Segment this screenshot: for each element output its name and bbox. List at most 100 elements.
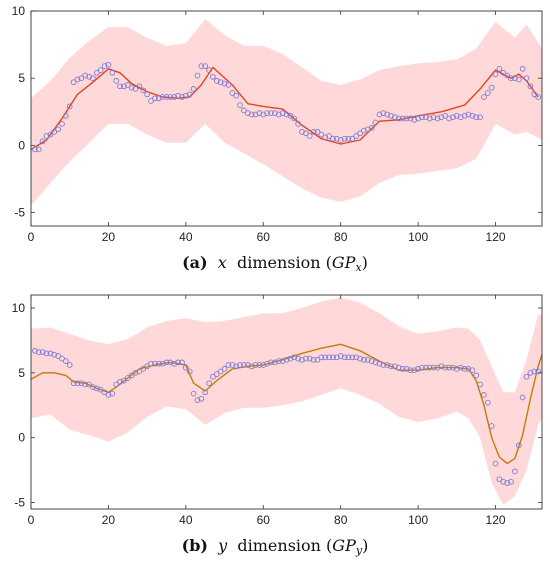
chart-a-axes-frame (30, 10, 543, 227)
chart-a-observation-point (395, 115, 402, 122)
chart-a-observation-point (519, 65, 526, 72)
chart-b-observation-point (109, 390, 116, 397)
chart-a-observation-point (109, 69, 116, 76)
chart-b-observation-point (481, 392, 487, 398)
chart-b-x-tick-label: 120 (486, 513, 506, 527)
chart-a-observation-point (272, 110, 278, 116)
chart-b-observation-point (198, 395, 205, 402)
chart-b-observation-point (306, 355, 313, 362)
chart-b-y-tick-label: 0 (18, 431, 25, 445)
chart-b-observation-point (299, 356, 305, 363)
chart-a-observation-point (210, 73, 216, 80)
chart-a-observation-point (155, 95, 162, 102)
chart-a-observation-point (241, 107, 247, 114)
chart-a-observation-point (101, 63, 108, 69)
chart-b-observation-point (93, 385, 100, 392)
chart-a-observation-point (97, 67, 104, 73)
chart-b-observation-point (167, 359, 174, 366)
chart-b-observation-point (194, 397, 201, 403)
chart-a-observation-point (55, 126, 61, 133)
chart-b-observation-point (35, 349, 42, 355)
chart-b-y-tick-label: 10 (12, 301, 26, 315)
chart-a-observation-point (221, 80, 228, 87)
chart-b-observation-point (113, 381, 120, 388)
chart-b-observation-point (368, 358, 375, 364)
chart-a-y-tick-label: 10 (12, 4, 26, 18)
chart-b-observation-point (202, 389, 209, 396)
chart-b-mean-line (31, 343, 542, 465)
chart-b-observation-point (82, 381, 89, 388)
caption-a-sub: x (355, 261, 362, 274)
chart-b-observation-point (484, 399, 491, 406)
chart-a-observation-point (128, 84, 135, 91)
chart-a-observation-point (399, 115, 406, 122)
chart-a-observation-point (407, 115, 414, 122)
chart-b-observation-point (419, 364, 425, 371)
chart-a-observation-point (310, 129, 317, 135)
chart-b-observation-point (43, 350, 50, 357)
chart-b-observation-point (508, 478, 514, 485)
chart-b-observation-point (62, 358, 69, 364)
chart-b-observation-point (512, 468, 518, 475)
chart-a-observation-point (179, 94, 185, 100)
chart-b-observation-point (291, 354, 298, 361)
chart-a-observation-point (190, 86, 197, 92)
chart-a-observation-point (326, 133, 332, 139)
chart-b-observation-point (124, 375, 131, 381)
chart-b-x-tick-label: 20 (102, 513, 116, 527)
chart-a-observation-point (51, 129, 58, 135)
chart-b-observation-point (182, 364, 189, 371)
chart-b-observation-point (318, 354, 325, 361)
chart-b-plot-area (31, 297, 542, 506)
chart-a-observation-point (442, 112, 449, 119)
chart-b-observation-point (39, 349, 46, 355)
chart-a-observation-point (59, 121, 65, 127)
chart-a-observation-point (260, 111, 267, 118)
chart-b-observation-point (213, 371, 220, 377)
chart-a-observation-point (461, 112, 468, 119)
chart-b-x-tick-label: 0 (28, 513, 35, 527)
chart-b-observation-point (86, 381, 92, 388)
chart-b-observation-point (175, 359, 181, 366)
chart-a-observation-point (492, 71, 499, 78)
chart-b-observation-point (450, 364, 456, 371)
chart-a-observation-point (345, 135, 352, 142)
chart-a-x-tick-label: 40 (179, 230, 193, 244)
chart-b-observation-point (241, 362, 247, 368)
chart-a-observation-point (70, 79, 77, 86)
chart-a-observation-point (66, 103, 73, 110)
chart-b-observation-point (244, 362, 251, 368)
chart-a-observation-point (364, 126, 371, 133)
chart-a-observation-point (508, 75, 514, 82)
chart-a-observation-point (117, 83, 123, 90)
caption-b-var: y (218, 536, 228, 555)
chart-a-observation-point (504, 72, 511, 79)
chart-b-x-tick-label: 40 (179, 513, 193, 527)
chart-b-observation-point (117, 379, 123, 385)
chart-b-observation-point (364, 356, 371, 363)
chart-b-observation-point (283, 356, 290, 363)
chart-a-observation-point (186, 91, 193, 98)
chart-a-observation-point (163, 94, 170, 100)
caption-a-word: dimension (236, 253, 321, 272)
chart-a-observation-point (124, 82, 131, 88)
chart-a-x-tick-label: 100 (408, 230, 428, 244)
chart-b-observation-point (523, 373, 530, 380)
chart-a-y-tick-label: 5 (18, 71, 25, 85)
chart-b-observation-point (407, 367, 414, 374)
chart-b-observation-point (426, 364, 433, 371)
chart-a-observation-point (82, 72, 89, 79)
chart-a-observation-point (167, 94, 174, 100)
chart-a-observation-point (159, 94, 166, 100)
chart-b-observation-point (221, 366, 228, 372)
chart-a-observation-point (465, 111, 472, 118)
chart-b-observation-point (225, 362, 232, 368)
chart-b-observation-point (333, 354, 340, 361)
chart-a-observation-point (32, 146, 38, 153)
chart-b-observation-point (101, 389, 108, 396)
chart-a-observation-point (132, 86, 139, 92)
chart-b-observation-point (372, 359, 379, 366)
chart-b-observation-point (217, 368, 224, 375)
chart-b-observation-point (457, 364, 464, 371)
